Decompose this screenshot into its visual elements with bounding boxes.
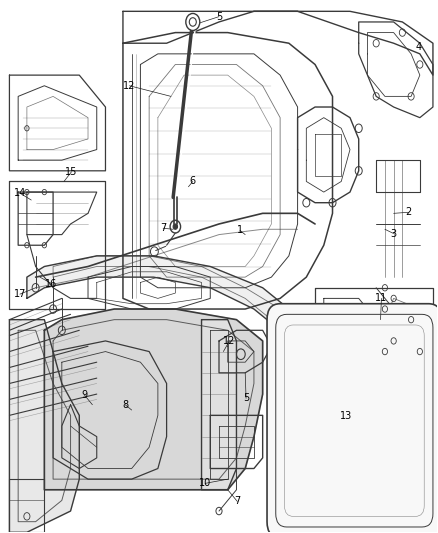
Text: 11: 11 [375, 293, 388, 303]
Text: 2: 2 [405, 207, 412, 217]
Circle shape [186, 13, 200, 30]
Text: 3: 3 [391, 229, 397, 239]
Circle shape [173, 224, 177, 229]
Text: 9: 9 [81, 390, 88, 400]
Text: 6: 6 [190, 176, 196, 187]
Text: 17: 17 [14, 289, 26, 299]
Text: 5: 5 [243, 393, 249, 403]
Text: 7: 7 [160, 223, 166, 233]
Text: 12: 12 [223, 336, 236, 346]
Polygon shape [27, 256, 289, 330]
Text: 4: 4 [416, 43, 422, 52]
Text: 8: 8 [122, 400, 128, 410]
Text: 15: 15 [65, 167, 78, 177]
Text: 13: 13 [339, 411, 352, 422]
Text: 16: 16 [45, 279, 57, 288]
Text: 14: 14 [14, 188, 26, 198]
Text: 5: 5 [216, 12, 222, 22]
Text: 1: 1 [237, 225, 243, 236]
FancyBboxPatch shape [267, 304, 438, 533]
Polygon shape [201, 320, 237, 490]
Text: 12: 12 [124, 81, 136, 91]
Polygon shape [10, 320, 79, 532]
Text: 10: 10 [199, 479, 211, 488]
Polygon shape [44, 309, 263, 490]
Text: 7: 7 [234, 496, 240, 506]
